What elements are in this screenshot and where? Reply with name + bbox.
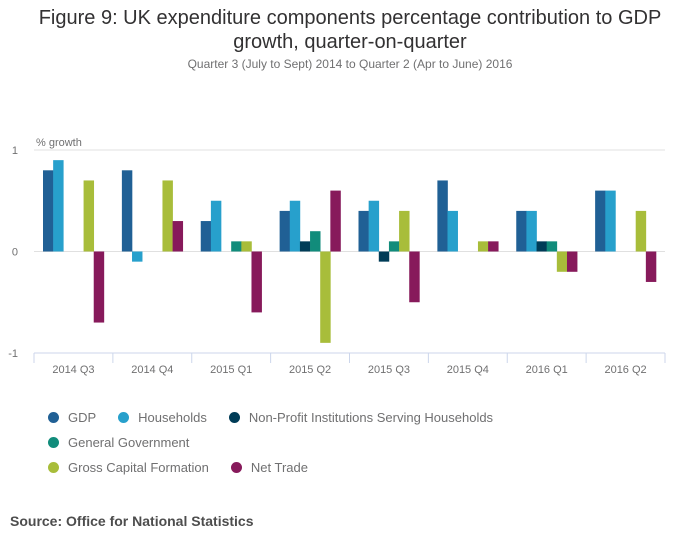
bar-gdp-2016-q1: [516, 210, 527, 252]
bar-net-trade-2015-q3: [409, 251, 420, 303]
bar-net-trade-2015-q4: [488, 241, 499, 252]
bar-chart: 1 0 -1 % growth 2014 Q3 2014 Q4 2015 Q1 2015 Q2…: [8, 137, 666, 376]
legend-item[interactable]: GDP: [48, 405, 96, 430]
y-tick-label: 0: [12, 247, 18, 259]
bar-households-2015-q3: [368, 200, 380, 252]
bar-households-2016-q1: [526, 210, 537, 252]
bar-households-2015-q4: [447, 210, 458, 252]
x-tick-label: 2014 Q3: [52, 364, 94, 376]
bar-non-profit-institutions-serving-households-2015-q3: [378, 251, 390, 262]
x-tick-label: 2016 Q2: [604, 364, 646, 376]
y-tick-label: -1: [8, 348, 18, 360]
x-tick-label: 2015 Q4: [447, 364, 489, 376]
bar-households-2015-q2: [289, 200, 301, 252]
bar-net-trade-2016-q1: [566, 251, 578, 272]
bar-gross-capital-formation-2015-q4: [477, 241, 489, 252]
legend-item[interactable]: Gross Capital Formation: [48, 455, 209, 480]
bar-gdp-2016-q2: [595, 190, 606, 252]
y-tick-label: 1: [12, 145, 18, 157]
x-tick-label: 2015 Q3: [368, 364, 410, 376]
bar-gdp-2015-q1: [200, 221, 212, 252]
chart-subtitle: Quarter 3 (July to Sept) 2014 to Quarter…: [187, 57, 513, 71]
bar-non-profit-institutions-serving-households-2016-q1: [536, 241, 547, 252]
bar-general-government-2015-q2: [310, 231, 321, 252]
legend-swatch-icon: [230, 462, 242, 473]
legend-swatch-icon: [48, 462, 59, 473]
legend-item[interactable]: Non-Profit Institutions Serving Househol…: [228, 405, 494, 430]
legend-swatch-icon: [118, 412, 130, 423]
legend-label: Non-Profit Institutions Serving Househol…: [248, 410, 494, 425]
bar-net-trade-2014-q3: [93, 251, 105, 323]
legend-item[interactable]: Net Trade: [230, 455, 308, 480]
bar-gross-capital-formation-2015-q3: [399, 210, 410, 252]
bar-households-2014-q3: [53, 160, 64, 252]
legend-item[interactable]: Households: [118, 405, 207, 430]
legend-label: Households: [138, 410, 207, 425]
source-note: Source: Office for National Statistics: [10, 513, 254, 529]
legend-swatch-icon: [48, 437, 59, 448]
chart-title-line-2: growth, quarter-on-quarter: [233, 31, 467, 53]
legend-label: Gross Capital Formation: [68, 460, 209, 475]
bar-gross-capital-formation-2016-q1: [556, 251, 568, 272]
bar-households-2014-q4: [132, 251, 143, 262]
bar-gross-capital-formation-2014-q3: [83, 180, 95, 252]
bar-general-government-2015-q1: [231, 241, 242, 252]
bar-gross-capital-formation-2016-q2: [635, 210, 647, 252]
chart-title: Figure 9: UK expenditure components perc…: [0, 6, 700, 54]
legend-label: General Government: [68, 435, 190, 450]
legend-label: GDP: [68, 410, 97, 425]
bar-general-government-2016-q1: [546, 241, 558, 252]
bar-gdp-2015-q3: [358, 210, 369, 252]
bar-net-trade-2016-q2: [645, 251, 657, 282]
legend-swatch-icon: [48, 412, 59, 423]
x-tick-label: 2014 Q4: [131, 364, 173, 376]
bar-gdp-2014-q4: [121, 170, 133, 252]
legend: GDP Households Non-Profit Institutions Ser…: [48, 405, 668, 480]
legend-swatch-icon: [228, 412, 240, 423]
bar-households-2015-q1: [210, 200, 222, 252]
bar-gdp-2015-q2: [279, 210, 291, 252]
x-tick-label: 2015 Q1: [210, 364, 252, 376]
x-tick-label: 2015 Q2: [289, 364, 331, 376]
bar-gross-capital-formation-2014-q4: [162, 180, 173, 252]
chart-title-line-1: Figure 9: UK expenditure components perc…: [38, 7, 662, 29]
legend-item[interactable]: General Government: [48, 430, 189, 455]
bar-net-trade-2015-q2: [330, 190, 341, 252]
bar-gross-capital-formation-2015-q1: [241, 241, 252, 252]
bar-gdp-2015-q4: [437, 180, 448, 252]
legend-label: Net Trade: [250, 460, 308, 475]
bar-general-government-2015-q3: [388, 241, 400, 252]
bar-gross-capital-formation-2015-q2: [320, 251, 331, 343]
x-tick-label: 2016 Q1: [526, 364, 568, 376]
bar-gdp-2014-q3: [43, 170, 54, 252]
bar-net-trade-2015-q1: [251, 251, 262, 313]
bar-net-trade-2014-q4: [172, 221, 184, 252]
bar-non-profit-institutions-serving-households-2015-q2: [299, 241, 311, 252]
bar-households-2016-q2: [605, 190, 616, 252]
y-axis-label: % growth: [36, 137, 82, 149]
